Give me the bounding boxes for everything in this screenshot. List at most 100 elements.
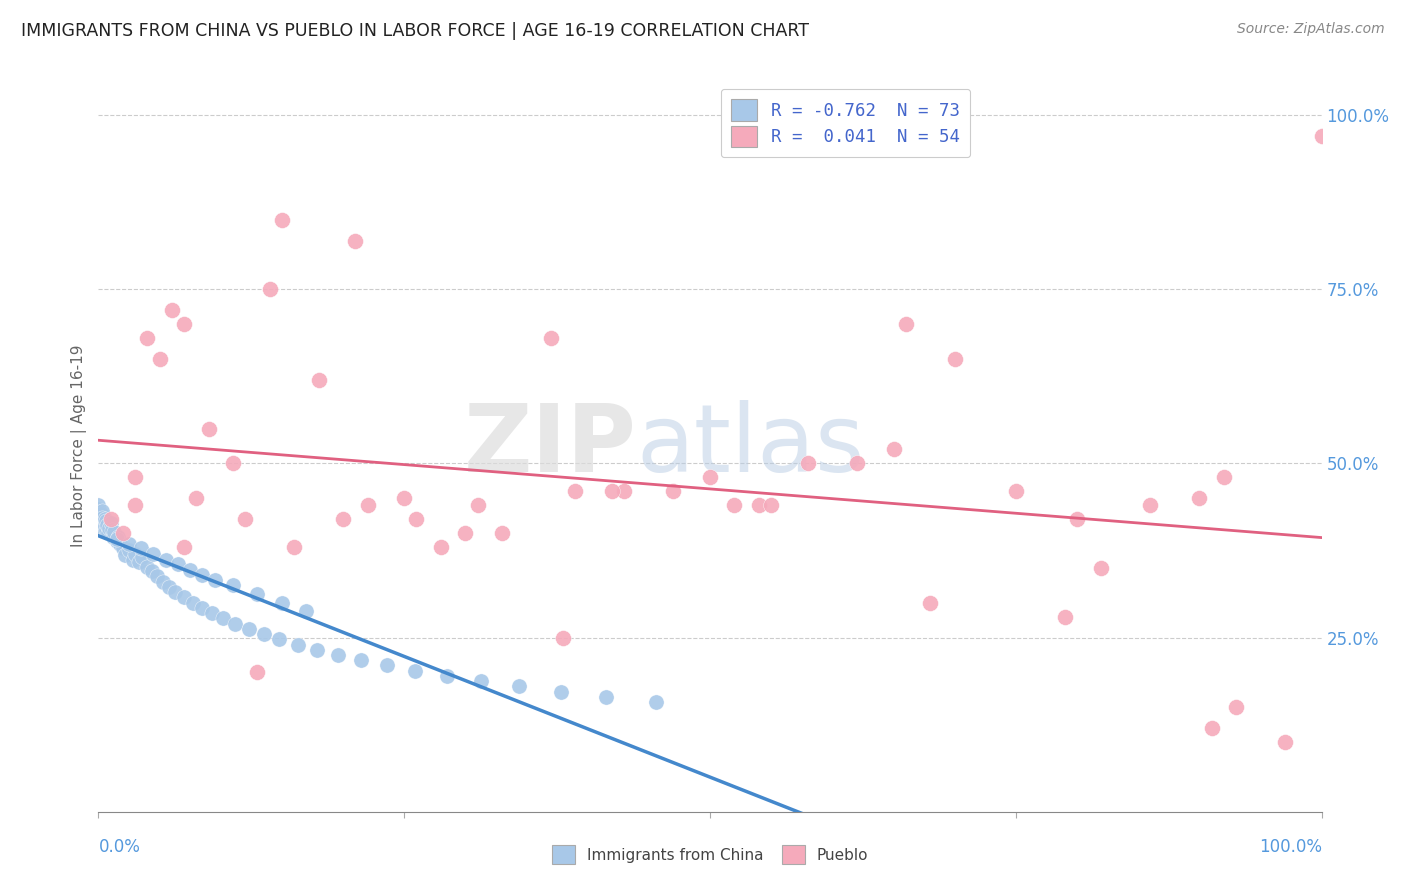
Point: [93, 519, 115, 533]
Point: [1066, 512, 1088, 526]
Point: [128, 555, 150, 569]
Point: [152, 574, 174, 589]
Point: [943, 351, 966, 366]
Point: [107, 530, 129, 544]
Point: [131, 550, 153, 565]
Point: [595, 690, 617, 704]
Point: [308, 373, 330, 387]
Point: [645, 695, 668, 709]
Point: [1201, 721, 1223, 735]
Point: [91, 510, 114, 524]
Point: [553, 631, 575, 645]
Point: [160, 303, 183, 318]
Point: [508, 679, 530, 693]
Point: [246, 587, 269, 601]
Point: [87, 508, 110, 523]
Point: [613, 484, 636, 499]
Point: [270, 596, 294, 610]
Y-axis label: In Labor Force | Age 16-19: In Labor Force | Age 16-19: [72, 344, 87, 548]
Point: [332, 512, 354, 526]
Point: [920, 596, 942, 610]
Point: [114, 549, 136, 563]
Point: [350, 653, 373, 667]
Point: [761, 498, 783, 512]
Point: [894, 317, 917, 331]
Point: [91, 520, 114, 534]
Point: [96, 517, 118, 532]
Point: [748, 498, 770, 512]
Point: [105, 534, 128, 549]
Point: [467, 498, 489, 512]
Point: [283, 540, 305, 554]
Point: [94, 523, 117, 537]
Point: [287, 638, 309, 652]
Point: [344, 234, 367, 248]
Point: [91, 504, 114, 518]
Point: [1053, 609, 1076, 624]
Point: [699, 470, 721, 484]
Point: [146, 569, 169, 583]
Point: [307, 643, 329, 657]
Point: [845, 457, 868, 471]
Text: Source: ZipAtlas.com: Source: ZipAtlas.com: [1237, 22, 1385, 37]
Point: [101, 530, 124, 544]
Point: [173, 590, 195, 604]
Point: [295, 604, 318, 618]
Point: [204, 574, 226, 588]
Text: atlas: atlas: [637, 400, 865, 492]
Point: [252, 627, 274, 641]
Point: [90, 514, 112, 528]
Point: [149, 351, 172, 366]
Legend: Immigrants from China, Pueblo: Immigrants from China, Pueblo: [546, 839, 875, 870]
Point: [662, 484, 685, 499]
Point: [259, 282, 281, 296]
Point: [430, 540, 453, 554]
Text: 0.0%: 0.0%: [98, 838, 141, 856]
Point: [1188, 491, 1211, 506]
Point: [87, 501, 110, 516]
Point: [100, 516, 122, 530]
Point: [97, 526, 120, 541]
Point: [1225, 700, 1247, 714]
Point: [392, 491, 416, 506]
Point: [222, 457, 245, 471]
Point: [101, 523, 124, 537]
Point: [491, 526, 513, 541]
Point: [100, 512, 122, 526]
Point: [110, 536, 132, 550]
Point: [883, 442, 905, 457]
Point: [118, 543, 141, 558]
Text: 100.0%: 100.0%: [1258, 838, 1322, 856]
Point: [197, 421, 219, 435]
Point: [1004, 484, 1026, 499]
Point: [173, 540, 195, 554]
Point: [136, 331, 159, 345]
Point: [118, 536, 141, 550]
Text: ZIP: ZIP: [464, 400, 637, 492]
Point: [405, 512, 427, 526]
Point: [141, 565, 163, 579]
Text: IMMIGRANTS FROM CHINA VS PUEBLO IN LABOR FORCE | AGE 16-19 CORRELATION CHART: IMMIGRANTS FROM CHINA VS PUEBLO IN LABOR…: [21, 22, 808, 40]
Point: [404, 664, 426, 678]
Point: [600, 484, 623, 499]
Point: [540, 331, 562, 345]
Point: [87, 498, 110, 512]
Point: [186, 491, 208, 506]
Point: [105, 532, 128, 546]
Point: [136, 559, 159, 574]
Point: [1212, 470, 1234, 484]
Point: [98, 520, 121, 534]
Point: [222, 578, 245, 592]
Point: [1090, 561, 1112, 575]
Point: [111, 526, 134, 541]
Point: [1310, 128, 1333, 143]
Point: [157, 581, 180, 595]
Point: [124, 498, 146, 512]
Point: [167, 558, 190, 572]
Point: [111, 541, 134, 556]
Point: [328, 648, 350, 662]
Point: [191, 601, 214, 615]
Point: [436, 669, 458, 683]
Point: [91, 516, 114, 530]
Point: [1274, 735, 1296, 749]
